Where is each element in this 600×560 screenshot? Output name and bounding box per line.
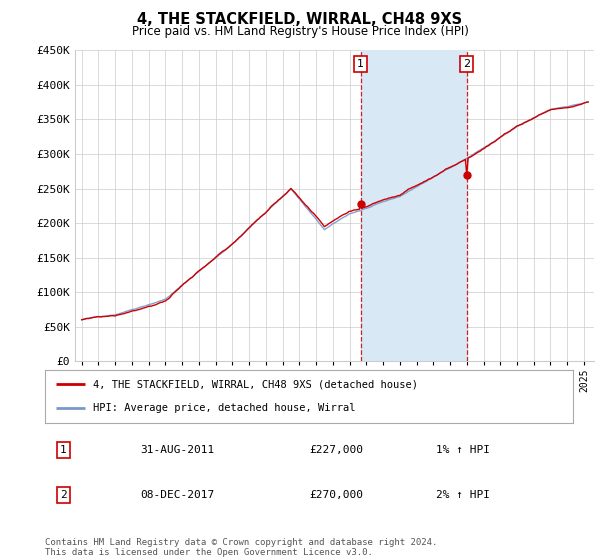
Text: Contains HM Land Registry data © Crown copyright and database right 2024.
This d: Contains HM Land Registry data © Crown c… — [45, 538, 437, 557]
Text: 1: 1 — [60, 445, 67, 455]
Text: 4, THE STACKFIELD, WIRRAL, CH48 9XS (detached house): 4, THE STACKFIELD, WIRRAL, CH48 9XS (det… — [92, 380, 418, 390]
Text: £227,000: £227,000 — [309, 445, 363, 455]
Text: £270,000: £270,000 — [309, 490, 363, 500]
Text: 2: 2 — [60, 490, 67, 500]
Text: HPI: Average price, detached house, Wirral: HPI: Average price, detached house, Wirr… — [92, 403, 355, 413]
Text: 31-AUG-2011: 31-AUG-2011 — [140, 445, 214, 455]
Text: Price paid vs. HM Land Registry's House Price Index (HPI): Price paid vs. HM Land Registry's House … — [131, 25, 469, 38]
Text: 2% ↑ HPI: 2% ↑ HPI — [436, 490, 490, 500]
Text: 4, THE STACKFIELD, WIRRAL, CH48 9XS: 4, THE STACKFIELD, WIRRAL, CH48 9XS — [137, 12, 463, 27]
Text: 08-DEC-2017: 08-DEC-2017 — [140, 490, 214, 500]
Bar — [361, 50, 467, 361]
Text: 1: 1 — [357, 59, 364, 69]
Text: 1% ↑ HPI: 1% ↑ HPI — [436, 445, 490, 455]
Text: 2: 2 — [463, 59, 470, 69]
